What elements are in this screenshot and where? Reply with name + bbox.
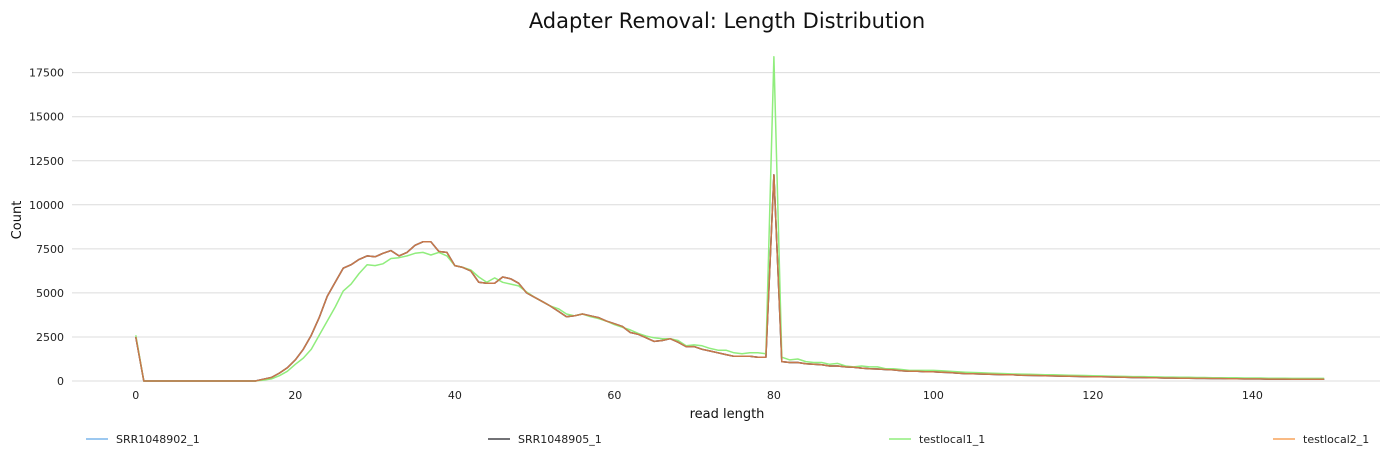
y-tick-label: 0	[57, 375, 64, 388]
y-tick-label: 7500	[36, 243, 64, 256]
legend[interactable]: SRR1048902_1 SRR1048905_1 testlocal1_1 test…	[86, 433, 1369, 446]
legend-item-testlocal1_1[interactable]: testlocal1_1	[889, 433, 985, 446]
chart-title: Adapter Removal: Length Distribution	[529, 9, 925, 33]
y-tick-label: 15000	[29, 111, 64, 124]
legend-label: SRR1048905_1	[518, 433, 602, 446]
series-layer	[135, 56, 1325, 382]
y-tick-label: 2500	[36, 331, 64, 344]
grid-layer	[72, 72, 1380, 382]
y-axis-label: Count	[10, 201, 25, 240]
x-tick-labels: 0 20 40 60 80 100 120 140	[132, 389, 1263, 402]
legend-label: testlocal2_1	[1303, 433, 1369, 446]
legend-item-SRR1048905_1[interactable]: SRR1048905_1	[488, 433, 602, 446]
legend-item-SRR1048902_1[interactable]: SRR1048902_1	[86, 433, 200, 446]
legend-item-testlocal2_1[interactable]: testlocal2_1	[1273, 433, 1369, 446]
y-tick-label: 10000	[29, 199, 64, 212]
series-line-testlocal2_1	[135, 174, 1325, 382]
x-tick-label: 140	[1242, 389, 1263, 402]
x-tick-label: 80	[767, 389, 781, 402]
x-tick-label: 0	[132, 389, 139, 402]
legend-label: testlocal1_1	[919, 433, 985, 446]
x-axis-label: read length	[690, 407, 765, 422]
series-line-SRR1048902_1	[135, 174, 1325, 382]
series-line-testlocal1_1	[135, 56, 1325, 382]
y-tick-label: 17500	[29, 67, 64, 80]
y-tick-labels: 0 2500 5000 7500 10000 12500 15000 17500	[29, 67, 64, 388]
x-tick-label: 100	[923, 389, 944, 402]
legend-label: SRR1048902_1	[116, 433, 200, 446]
x-tick-label: 20	[288, 389, 302, 402]
x-tick-label: 60	[607, 389, 621, 402]
y-tick-label: 12500	[29, 155, 64, 168]
x-tick-label: 40	[448, 389, 462, 402]
y-tick-label: 5000	[36, 287, 64, 300]
x-tick-label: 120	[1082, 389, 1103, 402]
series-line-SRR1048905_1	[135, 174, 1325, 382]
